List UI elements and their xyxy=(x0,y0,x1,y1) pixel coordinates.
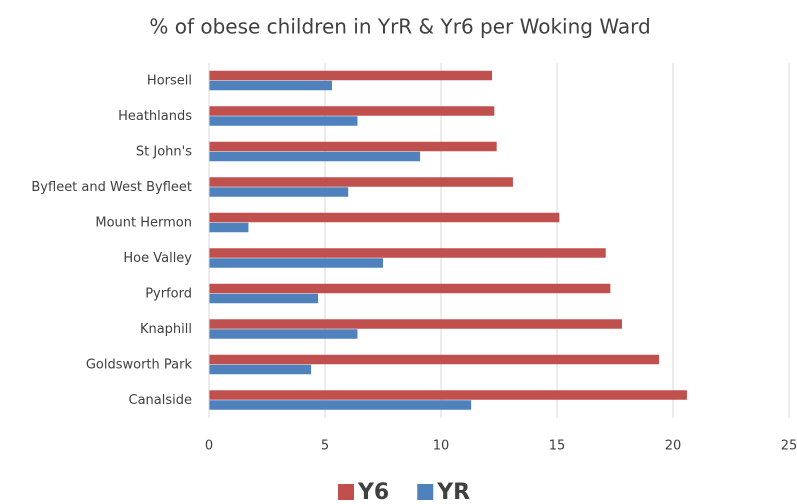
bar xyxy=(209,354,660,365)
bar xyxy=(209,248,606,258)
y-tick-label: Byfleet and West Byfleet xyxy=(31,180,192,195)
bar xyxy=(209,106,495,116)
bar xyxy=(209,116,358,126)
bar xyxy=(209,80,332,91)
bar xyxy=(209,177,513,187)
legend-swatch xyxy=(338,484,354,500)
bar xyxy=(209,222,249,233)
y-tick-label: Hoe Valley xyxy=(123,251,192,266)
bar xyxy=(209,212,560,223)
legend-swatch xyxy=(417,484,434,500)
y-tick-label: Canalside xyxy=(129,393,193,408)
bar xyxy=(209,258,383,268)
bar xyxy=(209,390,687,400)
bar xyxy=(209,283,611,294)
bar xyxy=(209,151,421,162)
y-tick-label: Horsell xyxy=(147,73,192,88)
bar xyxy=(209,319,622,329)
bar xyxy=(209,400,472,410)
x-tick-label: 15 xyxy=(549,439,566,454)
x-tick-label: 5 xyxy=(321,439,329,454)
y-tick-label: Heathlands xyxy=(118,109,192,124)
legend-label: Y6 xyxy=(357,480,389,504)
chart-title: % of obese children in YrR & Yr6 per Wok… xyxy=(149,15,650,39)
y-tick-label: Mount Hermon xyxy=(95,215,192,230)
x-tick-label: 25 xyxy=(781,439,797,454)
x-tick-label: 20 xyxy=(665,439,682,454)
bar xyxy=(209,187,349,197)
y-tick-label: Knaphill xyxy=(140,322,192,337)
bar xyxy=(209,141,497,152)
bar xyxy=(209,70,493,81)
bar xyxy=(209,364,312,375)
y-tick-label: Goldsworth Park xyxy=(86,357,193,372)
x-tick-label: 10 xyxy=(433,439,450,454)
bar xyxy=(209,329,358,339)
bar xyxy=(209,293,319,304)
legend-label: YR xyxy=(436,480,470,504)
y-tick-label: St John's xyxy=(136,144,192,159)
y-tick-label: Pyrford xyxy=(145,286,192,301)
x-tick-label: 0 xyxy=(205,439,213,454)
